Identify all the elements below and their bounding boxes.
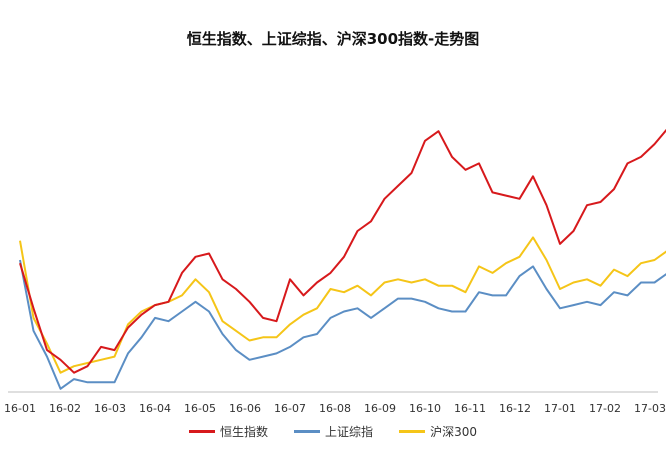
x-tick-label: 17-02	[589, 402, 621, 415]
x-tick-label: 16-09	[364, 402, 396, 415]
legend: 恒生指数 上证综指 沪深300	[0, 423, 666, 440]
x-tick-label: 16-07	[274, 402, 306, 415]
x-tick-label: 16-02	[49, 402, 81, 415]
x-tick-label: 16-10	[409, 402, 441, 415]
x-tick-label: 16-11	[454, 402, 486, 415]
legend-item-hsi: 恒生指数	[189, 423, 268, 440]
series-line-hsi	[19, 128, 666, 374]
x-tick-label: 16-06	[229, 402, 261, 415]
x-tick-layer: 16-01 16-02 16-03 16-04 16-05 16-06 16-07 16-08…	[4, 402, 666, 415]
x-tick-label: 17-01	[544, 402, 576, 415]
x-tick-label: 17-03	[634, 402, 666, 415]
x-tick-label: 16-08	[319, 402, 351, 415]
legend-label-sse: 上证综指	[325, 425, 374, 439]
series-line-csi300	[19, 236, 666, 374]
x-tick-label: 16-12	[499, 402, 531, 415]
legend-label-csi300: 沪深300	[430, 425, 477, 439]
x-tick-label: 16-04	[139, 402, 171, 415]
x-tick-label: 16-03	[94, 402, 126, 415]
x-tick-label: 16-01	[4, 402, 36, 415]
chart-title: 恒生指数、上证综指、沪深300指数-走势图	[186, 30, 480, 48]
legend-item-csi300: 沪深300	[399, 423, 477, 440]
x-tick-label: 16-05	[184, 402, 216, 415]
legend-swatch-csi300	[399, 430, 426, 433]
legend-swatch-hsi	[189, 430, 216, 433]
series-line-sse	[19, 259, 666, 390]
legend-swatch-sse	[294, 430, 321, 433]
legend-label-hsi: 恒生指数	[220, 425, 269, 439]
legend-item-sse: 上证综指	[294, 423, 373, 440]
series-layer	[19, 128, 666, 390]
